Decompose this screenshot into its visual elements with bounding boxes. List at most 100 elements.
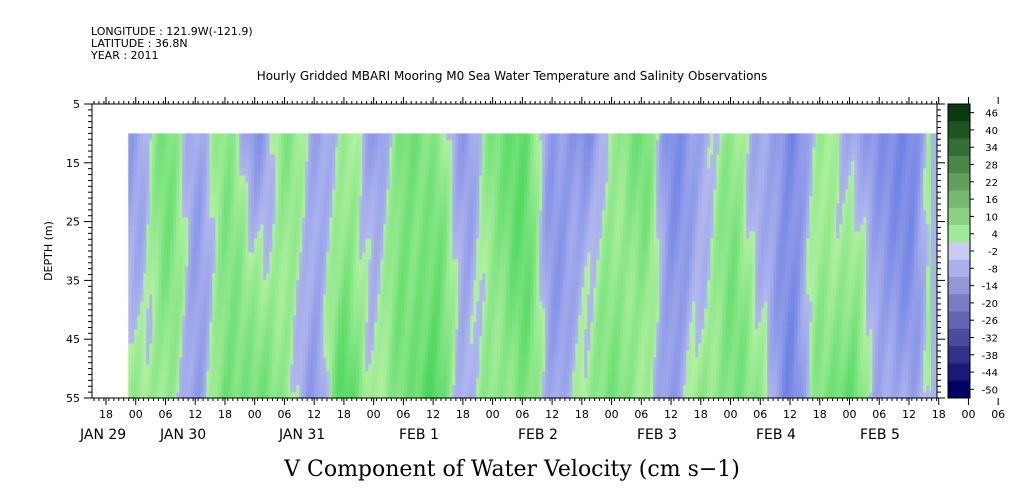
heatmap-cell	[263, 266, 267, 274]
heatmap-cell	[287, 273, 291, 281]
heatmap-cell	[293, 371, 297, 379]
heatmap-cell	[281, 175, 285, 183]
heatmap-cell	[149, 343, 153, 351]
heatmap-cell	[395, 231, 399, 239]
heatmap-cell	[176, 287, 180, 295]
heatmap-cell	[467, 308, 471, 316]
heatmap-cell	[227, 238, 231, 246]
heatmap-cell	[320, 385, 324, 393]
heatmap-cell	[344, 392, 348, 399]
heatmap-cell	[131, 189, 135, 197]
heatmap-cell	[350, 322, 354, 330]
heatmap-cell	[284, 378, 288, 386]
heatmap-cell	[341, 154, 345, 162]
heatmap-cell	[401, 196, 405, 204]
heatmap-cell	[242, 273, 246, 281]
heatmap-cell	[461, 245, 465, 253]
heatmap-cell	[455, 182, 459, 190]
heatmap-cell	[299, 392, 303, 399]
heatmap-cell	[296, 392, 300, 399]
heatmap-cell	[473, 168, 477, 176]
heatmap-cell	[413, 140, 417, 148]
heatmap-cell	[251, 294, 255, 302]
heatmap-cell	[401, 315, 405, 323]
heatmap-cell	[299, 259, 303, 267]
heatmap-cell	[449, 161, 453, 169]
heatmap-cell	[185, 322, 189, 330]
heatmap-cell	[134, 350, 138, 358]
heatmap-cell	[461, 231, 465, 239]
heatmap-cell	[368, 350, 372, 358]
heatmap-cell	[422, 238, 426, 246]
heatmap-cell	[287, 140, 291, 148]
heatmap-cell	[143, 161, 147, 169]
heatmap-cell	[239, 182, 243, 190]
heatmap-cell	[332, 196, 336, 204]
heatmap-cell	[419, 210, 423, 218]
heatmap-cell	[167, 378, 171, 386]
heatmap-cell	[158, 196, 162, 204]
heatmap-cell	[362, 329, 366, 337]
heatmap-cell	[401, 224, 405, 232]
heatmap-cell	[227, 154, 231, 162]
heatmap-cell	[158, 175, 162, 183]
heatmap-cell	[203, 301, 207, 309]
heatmap-cell	[347, 308, 351, 316]
heatmap-cell	[197, 217, 201, 225]
heatmap-cell	[182, 161, 186, 169]
heatmap-cell	[131, 315, 135, 323]
heatmap-cell	[443, 280, 447, 288]
heatmap-cell	[293, 392, 297, 399]
heatmap-cell	[221, 140, 225, 148]
heatmap-cell	[218, 182, 222, 190]
heatmap-cell	[455, 161, 459, 169]
heatmap-cell	[263, 385, 267, 393]
heatmap-cell	[377, 350, 381, 358]
heatmap-cell	[347, 294, 351, 302]
heatmap-cell	[206, 238, 210, 246]
heatmap-cell	[272, 154, 276, 162]
heatmap-cell	[257, 294, 261, 302]
heatmap-cell	[452, 294, 456, 302]
heatmap-cell	[416, 161, 420, 169]
heatmap-cell	[206, 245, 210, 253]
heatmap-cell	[152, 147, 156, 155]
heatmap-cell	[344, 140, 348, 148]
heatmap-cell	[362, 161, 366, 169]
heatmap-cell	[284, 154, 288, 162]
heatmap-cell	[419, 273, 423, 281]
heatmap-cell	[425, 392, 429, 399]
heatmap-cell	[176, 224, 180, 232]
heatmap-cell	[200, 287, 204, 295]
heatmap-cell	[356, 301, 360, 309]
heatmap-cell	[323, 364, 327, 372]
heatmap-cell	[311, 231, 315, 239]
heatmap-cell	[503, 252, 507, 260]
heatmap-cell	[173, 308, 177, 316]
heatmap-cell	[470, 259, 474, 267]
heatmap-cell	[281, 315, 285, 323]
heatmap-cell	[170, 378, 174, 386]
heatmap-cell	[446, 147, 450, 155]
heatmap-cell	[227, 315, 231, 323]
heatmap-cell	[395, 147, 399, 155]
heatmap-cell	[341, 280, 345, 288]
heatmap-cell	[269, 168, 273, 176]
heatmap-cell	[368, 315, 372, 323]
heatmap-cell	[254, 168, 258, 176]
heatmap-cell	[410, 245, 414, 253]
heatmap-cell	[437, 238, 441, 246]
heatmap-cell	[431, 294, 435, 302]
heatmap-cell	[200, 196, 204, 204]
heatmap-cell	[182, 385, 186, 393]
heatmap-cell	[260, 294, 264, 302]
heatmap-cell	[344, 231, 348, 239]
heatmap-cell	[362, 182, 366, 190]
heatmap-cell	[326, 301, 330, 309]
heatmap-cell	[185, 357, 189, 365]
heatmap-cell	[308, 308, 312, 316]
heatmap-cell	[176, 392, 180, 399]
heatmap-cell	[305, 273, 309, 281]
heatmap-cell	[302, 308, 306, 316]
heatmap-cell	[317, 371, 321, 379]
